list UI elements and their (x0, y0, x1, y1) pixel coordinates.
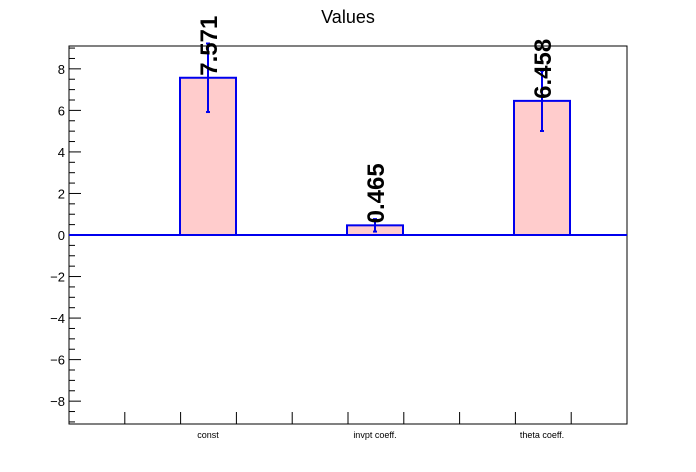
x-category-label: const (197, 430, 219, 440)
data-label: 0.465 (363, 163, 390, 223)
x-category-label: theta coeff. (520, 430, 564, 440)
x-category-label: invpt coeff. (353, 430, 396, 440)
y-tick-label: 0 (58, 228, 65, 243)
data-label: 6.458 (530, 39, 557, 99)
y-tick-label: 4 (58, 145, 65, 160)
chart-title: Values (321, 7, 375, 27)
y-tick-label: −4 (50, 311, 65, 326)
y-tick-label: −6 (50, 353, 65, 368)
y-tick-label: 8 (58, 62, 65, 77)
data-label: 7.571 (196, 16, 223, 76)
y-tick-label: −2 (50, 270, 65, 285)
y-tick-label: 2 (58, 186, 65, 201)
y-tick-label: −8 (50, 394, 65, 409)
plot-area: −8 −6 −4 −2 0 2 4 6 8 7.571 const 0.465 invpt coeff.… (50, 16, 628, 440)
y-tick-label: 6 (58, 103, 65, 118)
